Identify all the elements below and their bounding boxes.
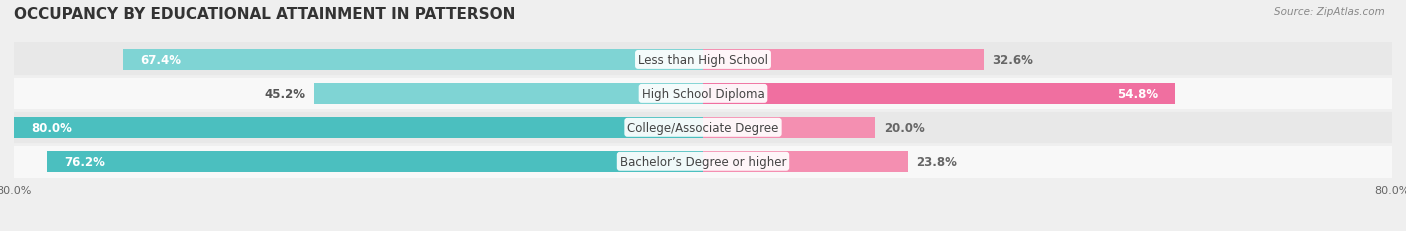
- Text: High School Diploma: High School Diploma: [641, 88, 765, 100]
- Text: Bachelor’s Degree or higher: Bachelor’s Degree or higher: [620, 155, 786, 168]
- Bar: [703, 117, 875, 138]
- Bar: [703, 83, 1175, 104]
- Text: 32.6%: 32.6%: [993, 54, 1033, 67]
- Text: Source: ZipAtlas.com: Source: ZipAtlas.com: [1274, 7, 1385, 17]
- Text: OCCUPANCY BY EDUCATIONAL ATTAINMENT IN PATTERSON: OCCUPANCY BY EDUCATIONAL ATTAINMENT IN P…: [14, 7, 516, 22]
- Text: 80.0%: 80.0%: [31, 121, 72, 134]
- Bar: [14, 111, 1392, 145]
- Text: 23.8%: 23.8%: [917, 155, 957, 168]
- Bar: [14, 145, 1392, 179]
- Text: 20.0%: 20.0%: [884, 121, 925, 134]
- Bar: [14, 43, 1392, 77]
- Text: 54.8%: 54.8%: [1116, 88, 1157, 100]
- Text: College/Associate Degree: College/Associate Degree: [627, 121, 779, 134]
- Bar: [14, 77, 1392, 111]
- Bar: [314, 83, 703, 104]
- Text: 76.2%: 76.2%: [65, 155, 105, 168]
- Bar: [14, 117, 703, 138]
- Bar: [703, 50, 984, 71]
- Bar: [122, 50, 703, 71]
- Text: Less than High School: Less than High School: [638, 54, 768, 67]
- Text: 67.4%: 67.4%: [139, 54, 181, 67]
- Text: 45.2%: 45.2%: [264, 88, 305, 100]
- Bar: [703, 151, 908, 172]
- Bar: [46, 151, 703, 172]
